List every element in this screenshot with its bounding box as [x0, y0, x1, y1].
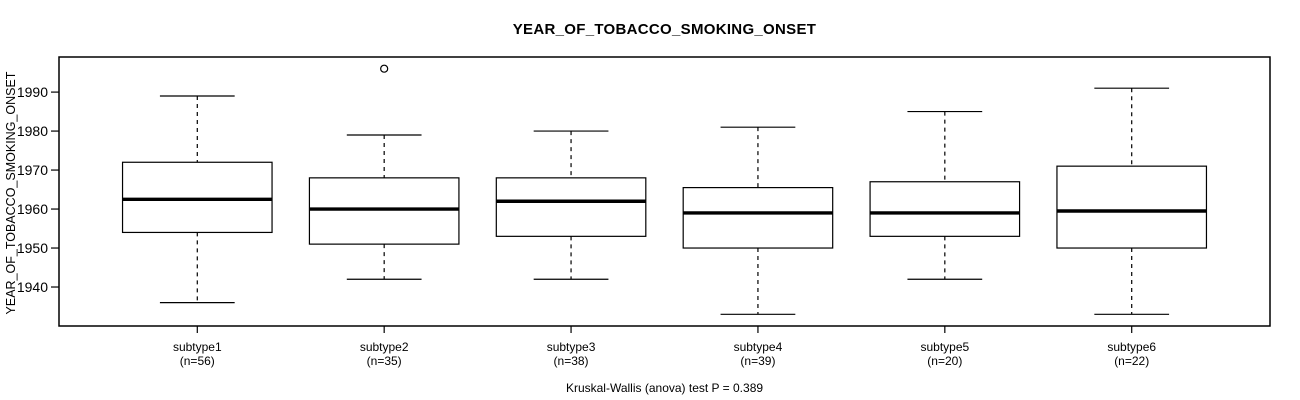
x-group-n-label: (n=39) — [740, 354, 775, 368]
stat-test-caption: Kruskal-Wallis (anova) test P = 0.389 — [565, 381, 764, 395]
iqr-box — [682, 187, 834, 249]
y-tick-label: 1970 — [17, 162, 48, 178]
x-group-label: subtype2 — [360, 340, 409, 354]
x-group-n-label: (n=35) — [367, 354, 402, 368]
outlier-point — [380, 64, 389, 73]
boxplot-group-subtype6: subtype6(n=22) — [1056, 87, 1208, 368]
iqr-box — [121, 161, 273, 234]
iqr-box — [869, 181, 1021, 237]
y-tick-label: 1940 — [17, 279, 48, 295]
plot-frame — [58, 56, 1271, 327]
x-group-n-label: (n=38) — [554, 354, 589, 368]
x-group-label: subtype4 — [734, 340, 783, 354]
y-tick-label: 1960 — [17, 201, 48, 217]
x-group-label: subtype3 — [547, 340, 596, 354]
boxplot-group-subtype4: subtype4(n=39) — [682, 126, 834, 368]
boxplot-group-subtype1: subtype1(n=56) — [121, 95, 273, 368]
x-group-n-label: (n=20) — [927, 354, 962, 368]
x-group-n-label: (n=56) — [180, 354, 215, 368]
boxplot-group-subtype5: subtype5(n=20) — [869, 110, 1021, 368]
iqr-box — [1056, 165, 1208, 249]
y-tick-label: 1980 — [17, 123, 48, 139]
chart-title: YEAR_OF_TOBACCO_SMOKING_ONSET — [512, 21, 817, 38]
boxplot-group-subtype3: subtype3(n=38) — [495, 130, 647, 368]
y-axis: 1940 1950 1960 1970 1980 1990 — [17, 84, 59, 295]
x-group-label: subtype6 — [1107, 340, 1156, 354]
x-group-label: subtype1 — [173, 340, 222, 354]
x-group-label: subtype5 — [920, 340, 969, 354]
y-tick-label: 1950 — [17, 240, 48, 256]
iqr-box — [495, 177, 647, 237]
iqr-box — [308, 177, 460, 245]
y-tick-label: 1990 — [17, 84, 48, 100]
x-group-n-label: (n=22) — [1114, 354, 1149, 368]
boxplot-group-subtype2: subtype2(n=35) — [308, 64, 460, 368]
